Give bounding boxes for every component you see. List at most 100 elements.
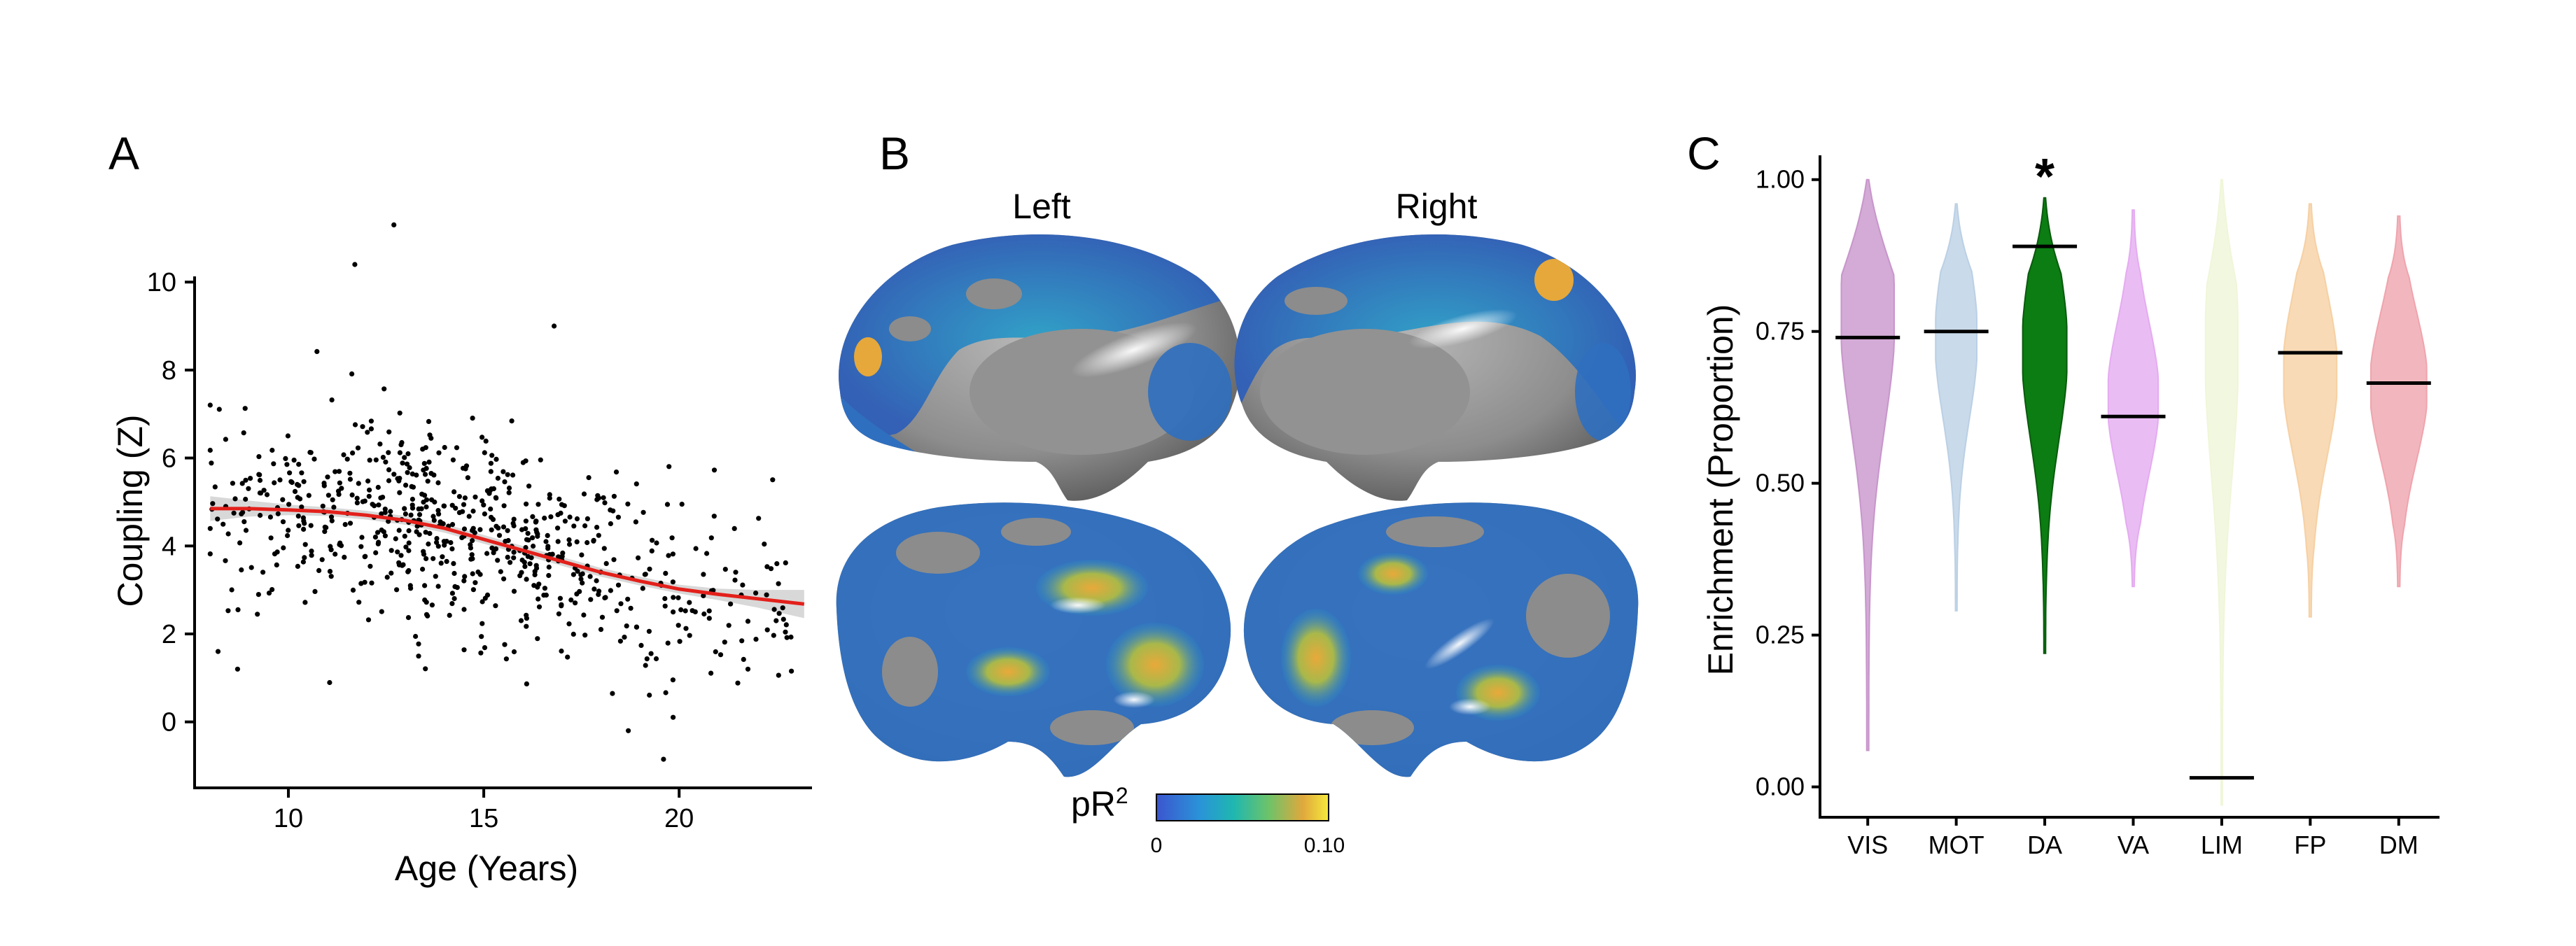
scatter-point [460,509,465,514]
scatter-point [257,490,262,496]
scatter-point [487,488,493,493]
scatter-point [325,474,330,480]
scatter-point [421,467,426,473]
scatter-point [210,501,216,507]
scatter-point [316,567,322,574]
right-hemisphere-label: Right [1396,187,1478,226]
scatter-point [429,602,435,608]
scatter-point [488,506,493,512]
scatter-point [342,522,348,528]
scatter-point [789,668,794,674]
scatter-point [328,514,335,520]
scatter-point [448,539,454,546]
scatter-point [426,418,432,425]
scatter-point [500,469,506,474]
scatter-point [764,592,769,598]
scatter-point [330,497,335,502]
scatter-point [356,481,361,486]
scatter-point [430,556,436,561]
scatter-point [266,591,272,596]
violin-va [2107,209,2160,588]
scatter-point [461,647,467,653]
scatter-point [426,541,431,547]
scatter-point [507,560,513,565]
left-hemisphere-label: Left [1012,187,1071,226]
scatter-point [542,515,547,521]
scatter-point [671,714,676,720]
scatter-point [505,554,510,560]
scatter-point [603,595,608,600]
scatter-point [358,581,364,586]
scatter-point [449,601,455,607]
scatter-point [243,477,248,483]
scatter-point [511,649,517,655]
scatter-point [352,422,358,428]
scatter-point [207,551,213,557]
scatter-point [393,536,398,542]
y-tick-label-c: 0.00 [1756,772,1805,801]
scatter-point [718,652,724,658]
scatter-point [322,529,328,535]
violin-dm [2370,215,2428,588]
scatter-point [301,479,307,484]
y-tick-label: 10 [147,268,176,297]
scatter-point [501,503,507,509]
scatter-point [380,495,386,500]
scatter-point [556,554,561,560]
scatter-point [578,576,584,582]
scatter-point [545,546,551,551]
scatter-point [243,528,249,533]
scatter-point [280,497,286,502]
scatter-point [640,586,645,591]
scatter-point [470,416,475,421]
scatter-point [301,518,307,524]
scatter-point [559,648,564,654]
scatter-point [248,565,254,570]
scatter-point [402,506,407,511]
scatter-point [427,530,433,537]
scatter-point [441,503,447,509]
scatter-point [722,640,727,645]
scatter-point [367,487,372,493]
scatter-point [510,521,516,526]
scatter-point [524,501,529,507]
x-tick-label: 15 [469,804,498,833]
scatter-point [372,535,379,540]
scatter-point [447,612,452,619]
scatter-point [470,508,476,514]
scatter-point [601,546,607,551]
colorbar-title: pR2 [1071,783,1128,824]
scatter-point [633,519,639,525]
scatter-point [403,482,409,488]
x-axis-title: Age (Years) [395,849,578,888]
scatter-point [365,478,371,484]
y-tick-label-c: 1.00 [1756,165,1805,194]
scatter-point [406,548,412,553]
scatter-point [368,563,373,569]
scatter-point [523,544,528,551]
scatter-point [577,588,582,595]
scatter-point [732,525,737,532]
scatter-point [288,479,294,484]
x-tick-label-c: VIS [1847,831,1888,859]
scatter-point [363,553,368,559]
scatter-point [534,529,540,535]
scatter-point [407,465,412,471]
scatter-point [275,511,281,516]
scatter-point [687,600,692,605]
scatter-point [596,592,601,598]
colorbar-min-label: 0 [1151,834,1163,857]
scatter-point [370,502,375,507]
scatter-point [308,523,314,528]
scatter-point [489,545,495,551]
scatter-point [374,530,381,535]
y-tick-label: 6 [162,444,176,474]
scatter-point [248,476,253,481]
scatter-point [450,457,456,463]
scatter-point [380,455,386,460]
scatter-point [225,531,231,537]
x-tick-label: 10 [274,804,303,833]
scatter-point [519,527,525,532]
scatter-point [650,537,655,543]
scatter-point [518,618,524,623]
